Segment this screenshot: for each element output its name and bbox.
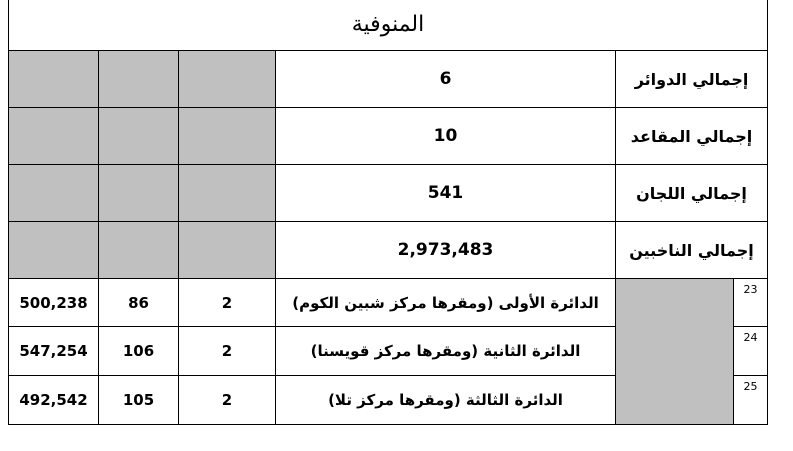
- district-voters: 547,254: [8, 326, 99, 376]
- shaded-cell: [98, 107, 179, 165]
- district-committees: 106: [98, 326, 179, 376]
- district-number: 25: [733, 375, 768, 425]
- shaded-cell: [178, 221, 276, 279]
- shaded-cell: [8, 50, 99, 108]
- district-name: الدائرة الأولى (ومقرها مركز شبين الكوم): [275, 278, 616, 327]
- governorate-title: المنوفية: [8, 0, 768, 51]
- district-number: 24: [733, 326, 768, 376]
- district-number: 23: [733, 278, 768, 327]
- shaded-cell: [178, 107, 276, 165]
- summary-value: 10: [275, 107, 616, 165]
- shaded-cell: [98, 221, 179, 279]
- shaded-cell: [98, 50, 179, 108]
- district-voters: 500,238: [8, 278, 99, 327]
- summary-label: إجمالي الناخبين: [615, 221, 768, 279]
- summary-label: إجمالي الدوائر: [615, 50, 768, 108]
- shaded-cell: [8, 221, 99, 279]
- district-seats: 2: [178, 375, 276, 425]
- summary-value: 541: [275, 164, 616, 222]
- shaded-cell: [178, 164, 276, 222]
- summary-value: 6: [275, 50, 616, 108]
- shaded-merged-cell: [615, 278, 734, 425]
- shaded-cell: [178, 50, 276, 108]
- shaded-cell: [8, 107, 99, 165]
- summary-label: إجمالي المقاعد: [615, 107, 768, 165]
- shaded-cell: [8, 164, 99, 222]
- district-seats: 2: [178, 278, 276, 327]
- district-name: الدائرة الثانية (ومقرها مركز قويسنا): [275, 326, 616, 376]
- district-committees: 105: [98, 375, 179, 425]
- shaded-cell: [98, 164, 179, 222]
- district-name: الدائرة الثالثة (ومقرها مركز تلا): [275, 375, 616, 425]
- district-committees: 86: [98, 278, 179, 327]
- district-voters: 492,542: [8, 375, 99, 425]
- district-seats: 2: [178, 326, 276, 376]
- summary-value: 2,973,483: [275, 221, 616, 279]
- summary-label: إجمالي اللجان: [615, 164, 768, 222]
